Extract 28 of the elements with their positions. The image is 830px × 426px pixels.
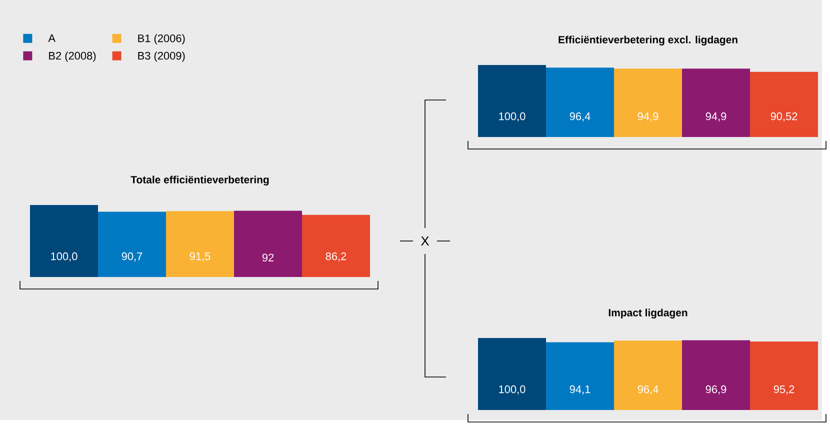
data-label: 90,52	[770, 112, 798, 122]
legend-label: B1 (2006)	[138, 34, 185, 44]
bar	[166, 211, 234, 277]
data-label: 100,0	[51, 252, 78, 262]
data-label: 94,9	[638, 112, 658, 122]
data-label: 92	[262, 254, 274, 262]
data-label: 96,4	[570, 112, 590, 122]
chart-title: Impact ligdagen	[608, 308, 688, 319]
data-label: 100,0	[499, 385, 526, 394]
chart-title: Totale efficiëntieverbetering	[130, 176, 269, 186]
data-label: 91,5	[190, 252, 210, 262]
data-label: 96,4	[638, 385, 658, 394]
data-label: 90,7	[122, 252, 142, 262]
bar	[302, 214, 370, 277]
bar	[234, 210, 302, 277]
annotation: X	[420, 236, 430, 246]
data-label: 86,2	[326, 252, 346, 262]
chart-title: Efficiëntieverbetering excl. ligdagen	[558, 36, 738, 46]
data-label: 100,0	[499, 112, 526, 122]
bar	[30, 204, 98, 277]
data-label: 96,9	[706, 385, 726, 394]
data-label: 94,9	[706, 112, 726, 122]
data-label: 95,2	[774, 385, 794, 394]
legend-label: B2 (2008)	[49, 52, 96, 62]
bar	[98, 212, 166, 277]
legend-label: A	[48, 34, 56, 42]
data-label: 94,1	[570, 385, 590, 394]
legend-label: B3 (2009)	[138, 52, 185, 62]
